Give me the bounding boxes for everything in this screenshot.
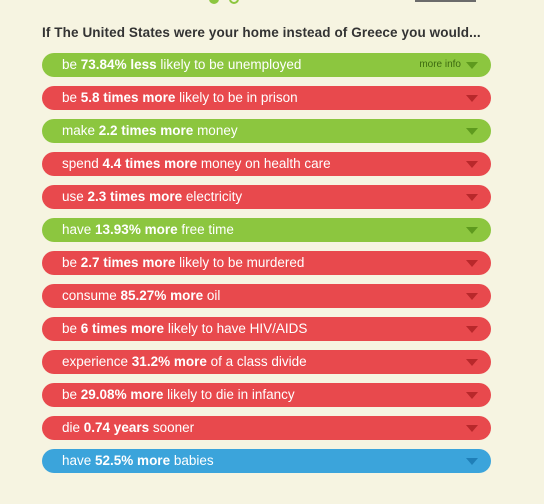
- row-text-suffix: babies: [170, 453, 214, 468]
- chevron-down-icon[interactable]: [466, 458, 478, 465]
- comparison-list: be 73.84% less likely to be unemployed m…: [42, 53, 491, 482]
- row-text-value: 5.8 times more: [80, 90, 176, 105]
- row-text-value: 6 times more: [80, 321, 165, 336]
- row-text-prefix: be: [62, 255, 81, 270]
- comparison-row-infancy[interactable]: be 29.08% more likely to die in infancy: [42, 383, 491, 407]
- chevron-down-icon[interactable]: [466, 425, 478, 432]
- row-text-prefix: make: [62, 123, 99, 138]
- comparison-row-hiv[interactable]: be 6 times more likely to have HIV/AIDS: [42, 317, 491, 341]
- chevron-down-icon[interactable]: [466, 95, 478, 102]
- chevron-down-icon[interactable]: [466, 194, 478, 201]
- row-text-value: 2.2 times more: [98, 123, 194, 138]
- row-text-prefix: experience: [62, 354, 132, 369]
- carousel-dot-inactive[interactable]: [229, 0, 239, 4]
- row-text-suffix: sooner: [149, 420, 195, 435]
- chevron-down-icon[interactable]: [466, 227, 478, 234]
- chevron-down-icon[interactable]: [466, 260, 478, 267]
- row-text-value: 0.74 years: [83, 420, 150, 435]
- chevron-down-icon[interactable]: [466, 359, 478, 366]
- comparison-row-money[interactable]: make 2.2 times more money: [42, 119, 491, 143]
- row-text-value: 31.2% more: [131, 354, 207, 369]
- chevron-down-icon[interactable]: [466, 161, 478, 168]
- row-text-suffix: of a class divide: [206, 354, 307, 369]
- row-text-suffix: likely to be in prison: [175, 90, 298, 105]
- chevron-down-icon[interactable]: [466, 326, 478, 333]
- more-info-link[interactable]: more info: [419, 59, 461, 70]
- comparison-row-free-time[interactable]: have 13.93% more free time: [42, 218, 491, 242]
- row-text-suffix: likely to die in infancy: [163, 387, 295, 402]
- top-divider: [415, 0, 476, 2]
- carousel-dot-active[interactable]: [209, 0, 219, 4]
- carousel-strip: [0, 0, 544, 14]
- comparison-row-electricity[interactable]: use 2.3 times more electricity: [42, 185, 491, 209]
- comparison-row-lifespan[interactable]: die 0.74 years sooner: [42, 416, 491, 440]
- comparison-row-unemployment[interactable]: be 73.84% less likely to be unemployed m…: [42, 53, 491, 77]
- row-text-prefix: consume: [62, 288, 121, 303]
- comparison-row-oil[interactable]: consume 85.27% more oil: [42, 284, 491, 308]
- row-text-value: 85.27% more: [120, 288, 204, 303]
- row-text-value: 13.93% more: [95, 222, 178, 237]
- comparison-row-class-divide[interactable]: experience 31.2% more of a class divide: [42, 350, 491, 374]
- row-text-prefix: be: [62, 90, 81, 105]
- row-text-value: 2.7 times more: [80, 255, 176, 270]
- row-text-suffix: electricity: [182, 189, 243, 204]
- chevron-down-icon[interactable]: [466, 293, 478, 300]
- row-text-value: 29.08% more: [80, 387, 164, 402]
- row-text-suffix: money on health care: [197, 156, 331, 171]
- chevron-down-icon[interactable]: [466, 128, 478, 135]
- row-text-suffix: oil: [203, 288, 221, 303]
- row-text-prefix: spend: [62, 156, 103, 171]
- row-text-value: 52.5% more: [95, 453, 171, 468]
- chevron-down-icon[interactable]: [466, 392, 478, 399]
- row-text-prefix: die: [62, 420, 84, 435]
- row-text-value: 4.4 times more: [102, 156, 198, 171]
- comparison-row-murdered[interactable]: be 2.7 times more likely to be murdered: [42, 251, 491, 275]
- chevron-down-icon[interactable]: [466, 62, 478, 69]
- row-text-suffix: likely to have HIV/AIDS: [164, 321, 308, 336]
- row-text-prefix: have: [62, 222, 96, 237]
- row-text-suffix: likely to be murdered: [175, 255, 305, 270]
- comparison-row-health-care[interactable]: spend 4.4 times more money on health car…: [42, 152, 491, 176]
- row-text-suffix: free time: [177, 222, 234, 237]
- row-text-prefix: have: [62, 453, 96, 468]
- row-text-suffix: likely to be unemployed: [156, 57, 302, 72]
- row-text-prefix: be: [62, 57, 81, 72]
- row-text-suffix: money: [193, 123, 238, 138]
- row-text-prefix: be: [62, 387, 81, 402]
- comparison-row-prison[interactable]: be 5.8 times more likely to be in prison: [42, 86, 491, 110]
- row-text-value: 2.3 times more: [87, 189, 183, 204]
- row-text-prefix: use: [62, 189, 88, 204]
- row-text-value: 73.84% less: [80, 57, 157, 72]
- row-text-prefix: be: [62, 321, 81, 336]
- comparison-heading: If The United States were your home inst…: [42, 25, 481, 40]
- comparison-row-babies[interactable]: have 52.5% more babies: [42, 449, 491, 473]
